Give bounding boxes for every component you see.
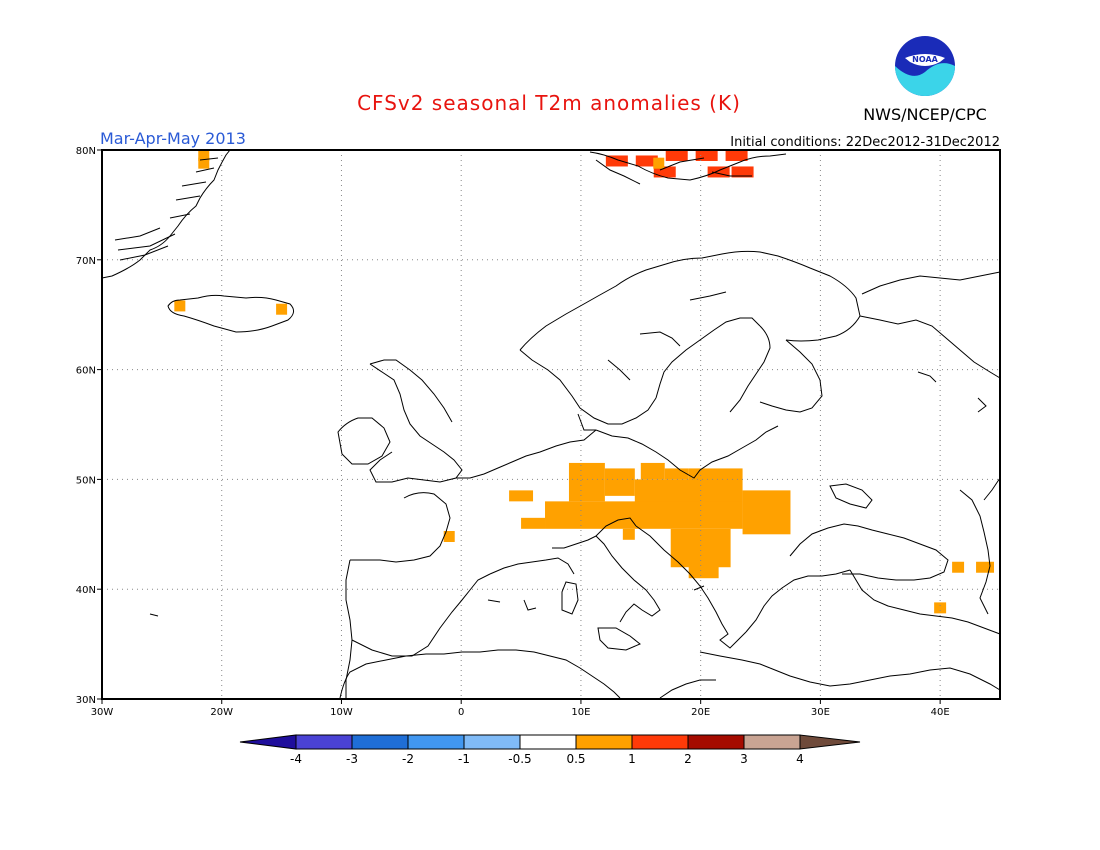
- anomaly-block-7: [545, 501, 743, 529]
- x-tick-label: 20W: [210, 707, 233, 718]
- anomaly-cell-5: [635, 155, 658, 167]
- anomaly-cell-8: [695, 149, 718, 161]
- initial-conditions-label: Initial conditions: 22Dec2012-31Dec2012: [730, 135, 1000, 150]
- colorbar-label: 3: [740, 752, 748, 766]
- coastlines: [101, 149, 1001, 699]
- anomaly-block-9: [509, 490, 534, 502]
- colorbar-label: -0.5: [508, 752, 531, 766]
- colorbar-arrow-high: [799, 734, 861, 750]
- x-tick-label: 10E: [571, 707, 590, 718]
- anomaly-block-14: [976, 561, 995, 573]
- anomaly-cell-10: [707, 166, 730, 178]
- colorbar-label: 1: [628, 752, 636, 766]
- anomaly-cell-1: [198, 157, 210, 169]
- colorbar-label: 0.5: [566, 752, 585, 766]
- colorbar-label: -2: [402, 752, 414, 766]
- anomaly-block-4: [664, 468, 689, 480]
- y-tick-label: 80N: [76, 146, 96, 157]
- noaa-logo: NOAA: [895, 36, 955, 96]
- anomaly-block-12: [622, 528, 635, 540]
- anomaly-cell-9: [725, 149, 748, 161]
- map-panel: 30W 20W 10W 0 10E 20E 30E 40E 30N 40N 50N 60N 70N 80N: [76, 146, 1001, 718]
- season-label: Mar-Apr-May 2013: [100, 129, 246, 148]
- colorbar-segment: [687, 734, 745, 750]
- anomaly-block-3: [640, 462, 665, 480]
- anomaly-block-1: [604, 468, 635, 496]
- anomaly-block-6: [742, 490, 791, 535]
- anomaly-cell-4: [605, 155, 628, 167]
- colorbar-segment: [351, 734, 409, 750]
- axis-ticks: 30W 20W 10W 0 10E 20E 30E 40E 30N 40N 50N 60N 70N 80N: [76, 146, 950, 718]
- map-background: [102, 150, 1000, 699]
- x-tick-label: 40E: [931, 707, 950, 718]
- colorbar-arrow-low: [239, 734, 297, 750]
- x-tick-label: 20E: [691, 707, 710, 718]
- anomaly-block-8: [521, 517, 546, 529]
- y-tick-label: 50N: [76, 475, 96, 486]
- colorbar: -4 -3 -2 -1 -0.5 0.5 1 2 3 4: [239, 734, 861, 766]
- anomaly-block-10: [670, 528, 731, 568]
- anomaly-block-13: [952, 561, 965, 573]
- colorbar-segment: [463, 734, 521, 750]
- anomaly-block-0: [568, 462, 605, 502]
- anomaly-block-11: [688, 561, 719, 579]
- anomaly-cell-0: [198, 149, 210, 161]
- y-tick-label: 60N: [76, 366, 96, 377]
- x-tick-label: 10W: [330, 707, 353, 718]
- colorbar-segment: [631, 734, 689, 750]
- y-tick-label: 30N: [76, 695, 96, 706]
- colorbar-label: -3: [346, 752, 358, 766]
- x-tick-label: 30W: [91, 707, 114, 718]
- map-frame: [101, 149, 1001, 700]
- anomaly-cell-11: [731, 166, 754, 178]
- x-tick-label: 30E: [811, 707, 830, 718]
- colorbar-segment: [407, 734, 465, 750]
- colorbar-label: -4: [290, 752, 302, 766]
- anomaly-cell-13: [443, 530, 455, 542]
- figure-title: CFSv2 seasonal T2m anomalies (K): [357, 91, 741, 115]
- colorbar-segment: [295, 734, 353, 750]
- agency-label: NWS/NCEP/CPC: [863, 105, 987, 124]
- anomaly-block-15: [934, 602, 947, 614]
- anomaly-cell-7: [665, 149, 688, 161]
- colorbar-segment: [743, 734, 801, 750]
- noaa-logo-text: NOAA: [912, 55, 938, 64]
- colorbar-label: 2: [684, 752, 692, 766]
- anomaly-cell-2: [174, 300, 186, 312]
- colorbar-segment: [519, 734, 577, 750]
- colorbar-segment: [575, 734, 633, 750]
- y-tick-label: 70N: [76, 256, 96, 267]
- colorbar-label: 4: [796, 752, 804, 766]
- x-tick-label: 0: [458, 707, 464, 718]
- anomaly-cell-6: [653, 166, 676, 178]
- anomaly-cell-12: [653, 157, 665, 169]
- anomaly-cell-3: [276, 303, 288, 315]
- y-tick-label: 40N: [76, 585, 96, 596]
- anomaly-layer: [174, 149, 995, 614]
- colorbar-label: -1: [458, 752, 470, 766]
